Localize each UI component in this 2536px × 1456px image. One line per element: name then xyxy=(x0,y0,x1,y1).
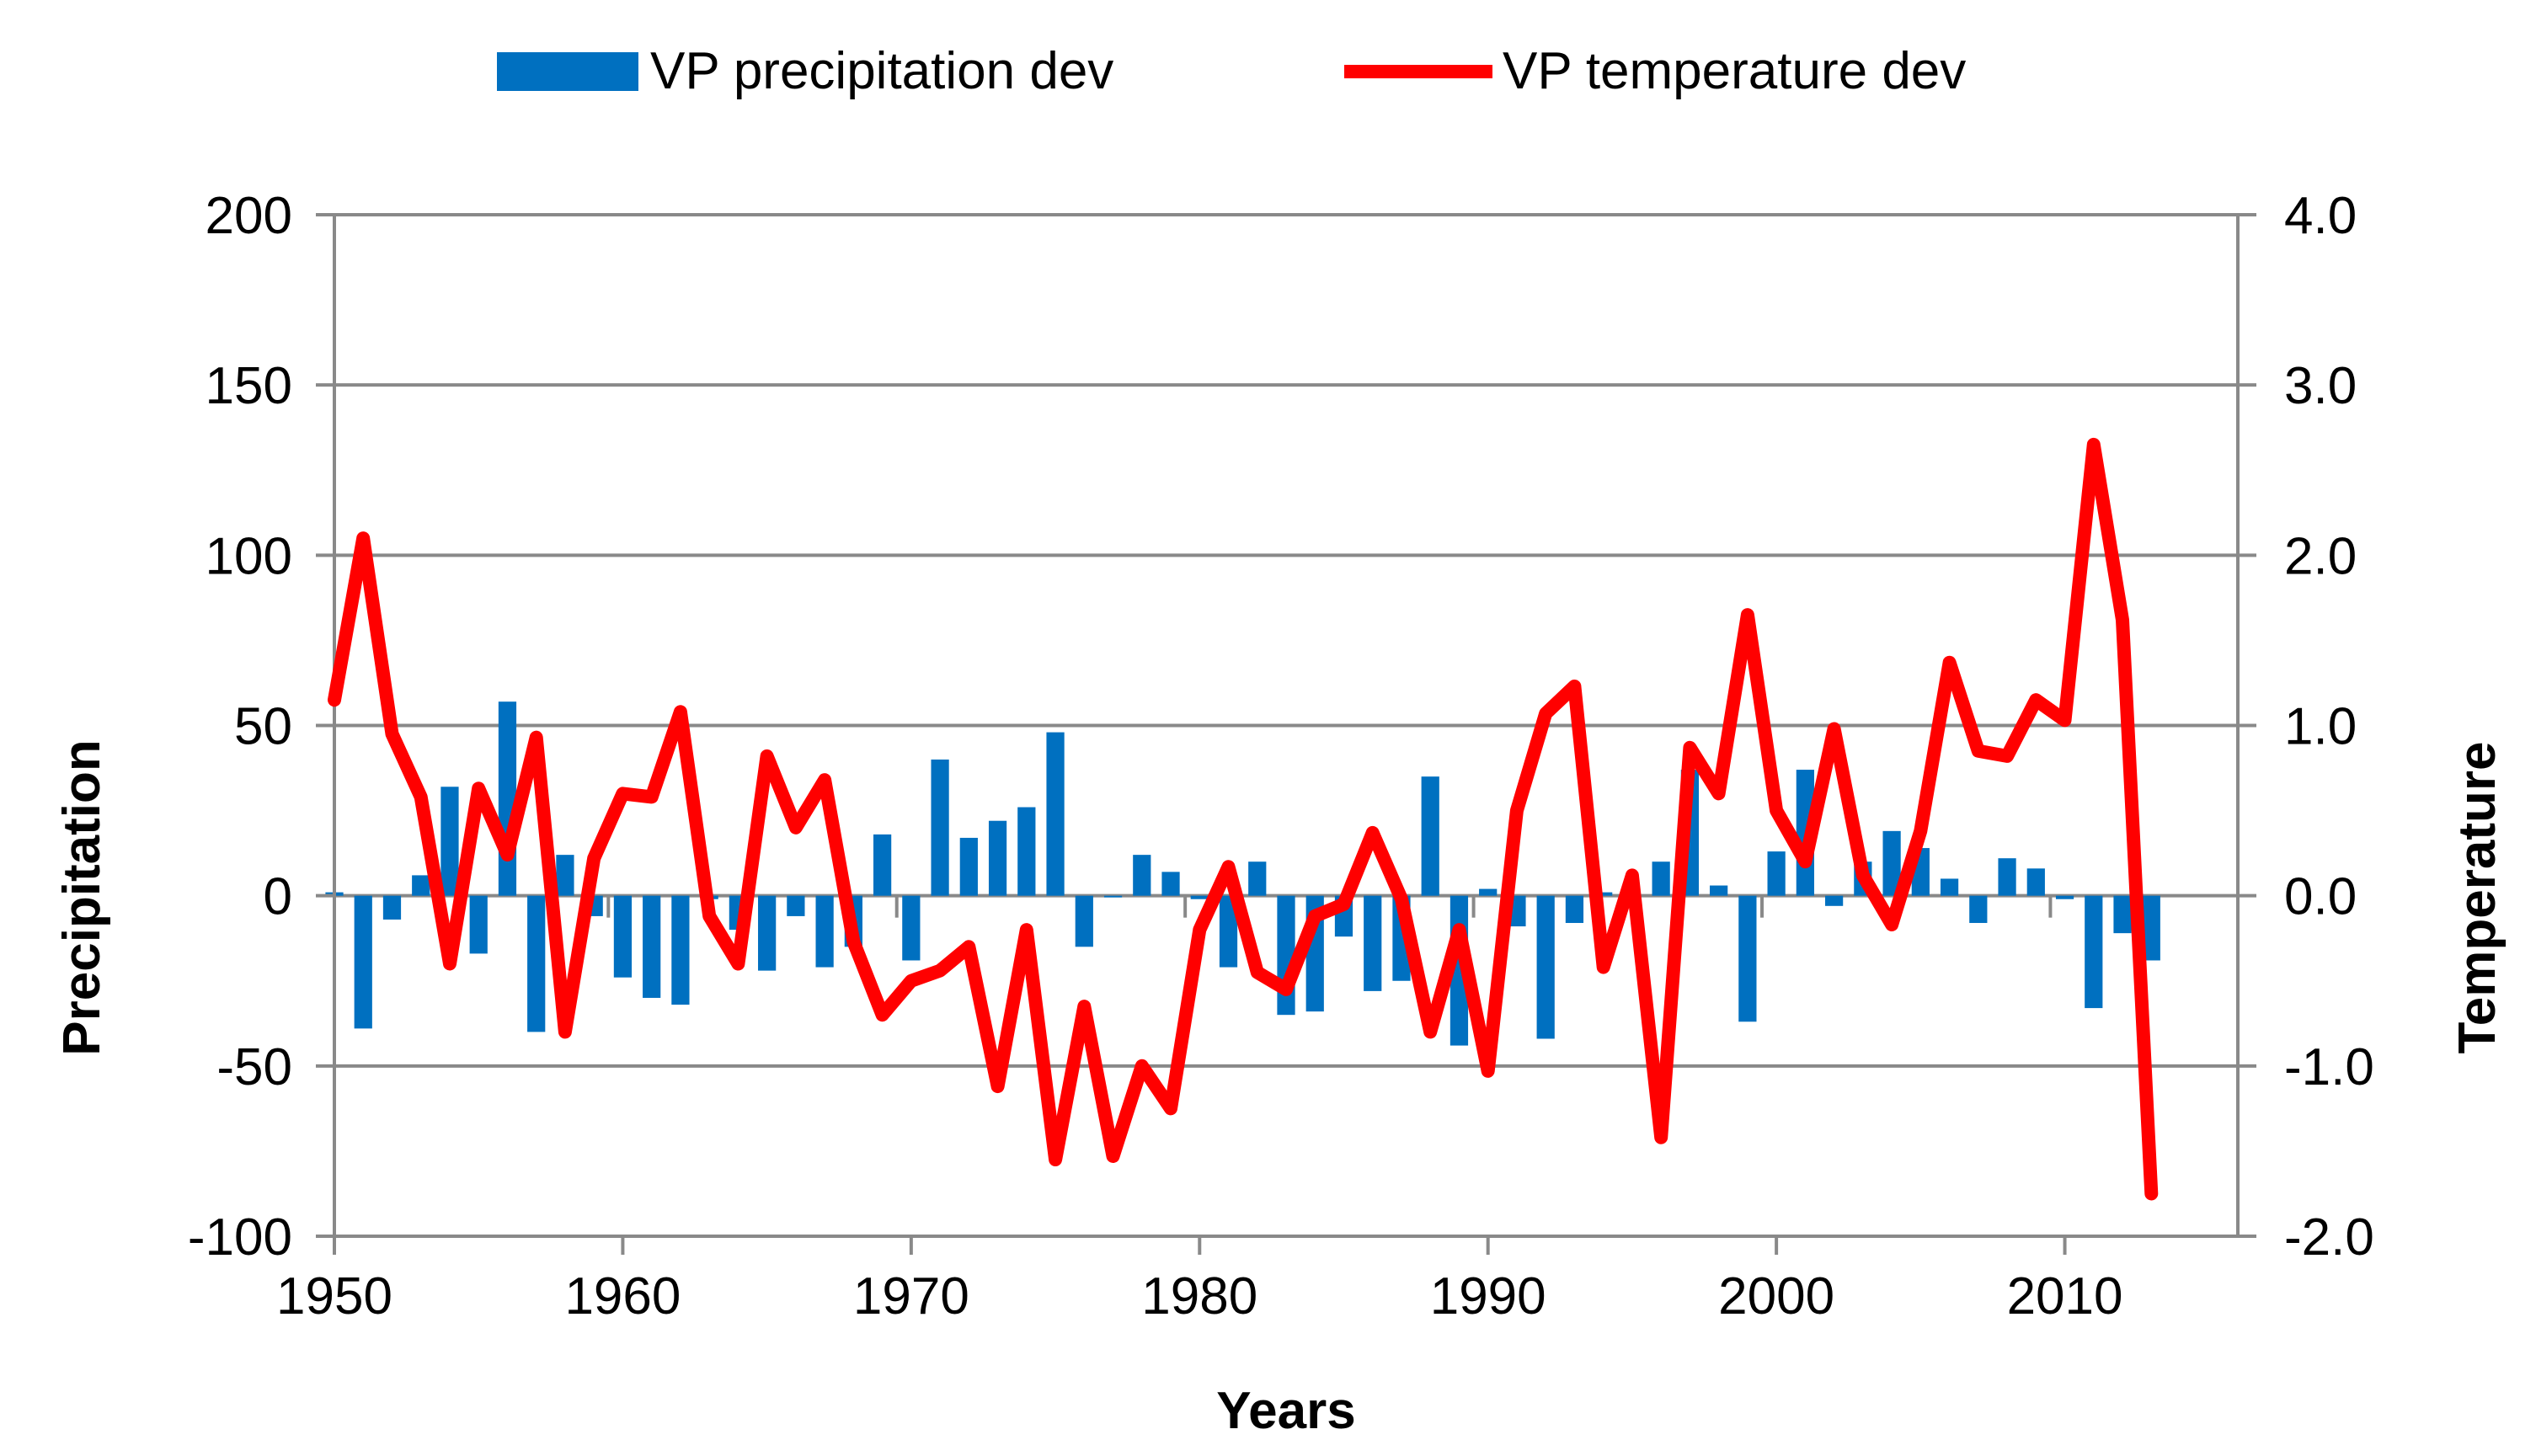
precip-bar xyxy=(1594,892,1613,896)
precip-bar xyxy=(787,895,805,916)
legend-label-temperature: VP temperature dev xyxy=(1503,42,1966,100)
precip-bar xyxy=(2085,895,2103,1009)
x-axis-title: Years xyxy=(1216,1382,1356,1440)
legend: VP precipitation dev VP temperature dev xyxy=(497,42,1966,100)
x-tick-label: 2010 xyxy=(2007,1267,2123,1325)
legend-label-precipitation: VP precipitation dev xyxy=(650,42,1113,100)
x-tick-label: 1960 xyxy=(564,1267,681,1325)
axes xyxy=(316,213,2256,1255)
precip-bar xyxy=(988,820,1007,896)
precip-bar xyxy=(1364,895,1382,991)
precip-bar xyxy=(498,701,517,896)
y-tick-label-right: 2.0 xyxy=(2284,527,2357,585)
precip-bar xyxy=(412,875,430,896)
precip-bar xyxy=(1536,895,1555,1039)
precip-bar xyxy=(469,895,488,954)
y-tick-label-right: -2.0 xyxy=(2284,1208,2374,1267)
precip-bar xyxy=(1738,895,1757,1022)
precip-bar xyxy=(1075,895,1093,947)
y-axis-title-left: Precipitation xyxy=(53,739,111,1056)
precip-bar xyxy=(1133,855,1151,896)
y-tick-label-left: -50 xyxy=(216,1038,292,1096)
precip-bar xyxy=(1219,895,1238,968)
y-tick-label-left: 200 xyxy=(206,187,292,245)
y-tick-label-left: -100 xyxy=(188,1208,292,1267)
precip-bar xyxy=(527,895,546,1032)
line-series xyxy=(328,437,2159,1201)
y-tick-label-left: 0 xyxy=(264,868,292,926)
precip-bar xyxy=(1479,888,1498,896)
precip-bar xyxy=(1421,776,1439,896)
x-tick-label: 1990 xyxy=(1430,1267,1546,1325)
y-tick-label-left: 50 xyxy=(234,698,292,756)
temperature-line xyxy=(328,437,2159,1201)
precip-bar xyxy=(1824,895,1844,906)
y-axis-title-right: Temperature xyxy=(2448,742,2507,1054)
precip-bar xyxy=(1017,807,1036,896)
y-tick-label-right: 4.0 xyxy=(2284,187,2357,245)
precip-bar xyxy=(1046,732,1065,896)
precip-bar xyxy=(382,895,402,920)
precip-bar xyxy=(2055,895,2074,899)
precip-bar xyxy=(1103,895,1123,898)
x-tick-label: 2000 xyxy=(1718,1267,1834,1325)
precip-bar xyxy=(1710,885,1728,896)
precip-bar xyxy=(643,895,661,998)
precip-bar xyxy=(1565,895,1584,924)
y-tick-label-left: 100 xyxy=(206,527,292,585)
precip-bar xyxy=(1190,895,1209,899)
legend-swatch-precipitation xyxy=(497,52,638,91)
y-tick-label-right: -1.0 xyxy=(2284,1038,2374,1096)
x-tick-label: 1980 xyxy=(1141,1267,1257,1325)
y-tick-label-right: 0.0 xyxy=(2284,868,2357,926)
precip-bar xyxy=(931,759,949,896)
x-tick-label: 1950 xyxy=(276,1267,392,1325)
y-tick-label-right: 1.0 xyxy=(2284,698,2357,756)
x-tick-label: 1970 xyxy=(853,1267,969,1325)
precip-bar xyxy=(1767,851,1786,896)
precip-bar xyxy=(758,895,777,971)
precip-bar xyxy=(354,895,372,1029)
precip-bar xyxy=(1652,861,1670,896)
tick-labels: 200 150 100 50 0 -50 -100 4.0 3.0 2.0 1.0 0.0 -1.0 -2… xyxy=(188,187,2374,1325)
precip-bar xyxy=(671,895,690,1005)
precip-bar xyxy=(902,895,921,961)
precip-bar xyxy=(1882,830,1901,896)
precip-bar xyxy=(2026,868,2045,896)
precip-bar xyxy=(613,895,633,978)
y-tick-label-right: 3.0 xyxy=(2284,357,2357,415)
bar-series xyxy=(325,701,2160,1046)
precip-bar xyxy=(873,834,892,896)
precip-bar xyxy=(1969,895,1988,924)
precip-bar xyxy=(1161,872,1180,896)
precip-bar xyxy=(1998,858,2016,896)
grid-layer xyxy=(334,213,2238,1238)
y-tick-label-left: 150 xyxy=(206,357,292,415)
precip-bar xyxy=(815,895,834,968)
precip-bar xyxy=(2142,895,2160,961)
precip-bar xyxy=(1248,861,1267,896)
precip-bar xyxy=(440,787,459,896)
precip-bar xyxy=(2113,895,2132,934)
precip-bar xyxy=(556,855,574,896)
precip-bar xyxy=(959,837,978,896)
precip-bar xyxy=(1940,878,1959,896)
